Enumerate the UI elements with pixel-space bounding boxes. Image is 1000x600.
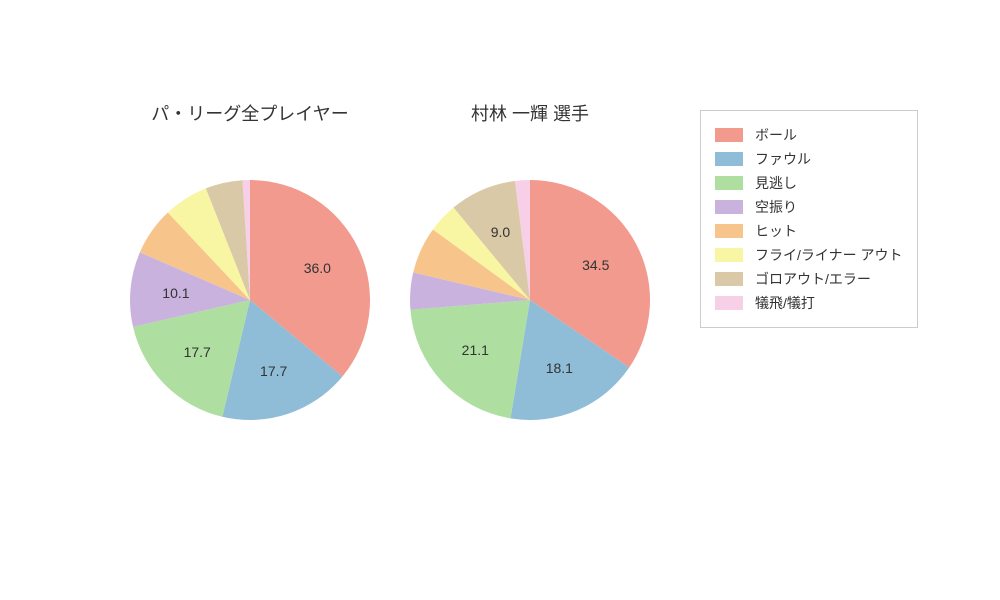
legend-item: ヒット: [715, 221, 903, 241]
legend-label: ヒット: [755, 221, 797, 241]
legend-label: 見逃し: [755, 173, 797, 193]
legend-label: ボール: [755, 125, 797, 145]
legend-item: 犠飛/犠打: [715, 293, 903, 313]
legend-swatch: [715, 128, 743, 142]
pie-slice-label: 17.7: [260, 363, 287, 379]
pie-slice-label: 21.1: [462, 342, 489, 358]
legend-swatch: [715, 152, 743, 166]
legend-item: ボール: [715, 125, 903, 145]
legend-swatch: [715, 272, 743, 286]
legend-item: ゴロアウト/エラー: [715, 269, 903, 289]
pie-title-right: 村林 一輝 選手: [410, 100, 650, 126]
legend-item: ファウル: [715, 149, 903, 169]
legend-swatch: [715, 248, 743, 262]
pie-title-left: パ・リーグ全プレイヤー: [130, 100, 370, 126]
pie-slice-label: 34.5: [582, 257, 609, 273]
legend-label: フライ/ライナー アウト: [755, 245, 903, 265]
pie-slice-label: 10.1: [162, 285, 189, 301]
legend-label: 犠飛/犠打: [755, 293, 815, 313]
pie-slice-label: 36.0: [304, 260, 331, 276]
legend-label: 空振り: [755, 197, 797, 217]
legend-label: ファウル: [755, 149, 811, 169]
legend-item: 見逃し: [715, 173, 903, 193]
pie-slice: [410, 300, 530, 418]
legend-label: ゴロアウト/エラー: [755, 269, 871, 289]
legend-swatch: [715, 200, 743, 214]
legend-swatch: [715, 224, 743, 238]
legend-item: 空振り: [715, 197, 903, 217]
chart-container: { "background_color": "#ffffff", "title_…: [0, 0, 1000, 600]
pie-slice-label: 17.7: [184, 344, 211, 360]
pie-slice-label: 18.1: [546, 360, 573, 376]
legend: ボールファウル見逃し空振りヒットフライ/ライナー アウトゴロアウト/エラー犠飛/…: [700, 110, 918, 328]
pie-slice-label: 9.0: [491, 224, 510, 240]
legend-item: フライ/ライナー アウト: [715, 245, 903, 265]
pie-chart-right: [410, 180, 650, 420]
legend-swatch: [715, 176, 743, 190]
legend-swatch: [715, 296, 743, 310]
